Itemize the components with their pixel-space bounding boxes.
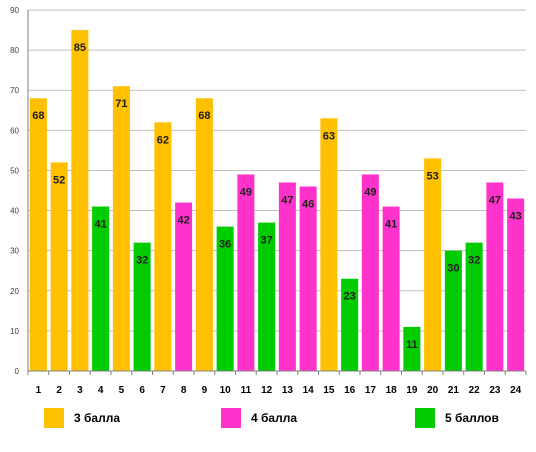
bar: [112, 86, 130, 371]
legend-item-3: 3 балла: [44, 408, 120, 428]
legend-label-4: 4 балла: [251, 411, 298, 425]
bar: [465, 242, 483, 371]
legend-item-5: 5 баллов: [415, 408, 499, 428]
data-label: 47: [489, 194, 501, 206]
data-label: 85: [74, 42, 86, 54]
bar: [382, 206, 400, 371]
bar: [154, 122, 172, 371]
data-label: 36: [219, 239, 231, 251]
bars: [29, 30, 525, 372]
bar: [361, 174, 379, 371]
data-label: 32: [468, 255, 480, 267]
x-tick-label: 14: [303, 385, 315, 396]
y-tick-label: 80: [10, 46, 19, 55]
y-axis: 0 10 20 30 40 50 60 70 80 90: [10, 6, 29, 376]
data-label: 43: [510, 211, 522, 223]
x-tick-label: 3: [77, 385, 83, 396]
legend-swatch-3: [44, 408, 64, 428]
x-axis: 1 2 3 4 5 6 7 8 9 10 11 12 13 14 15 16 17 18 19 20 21 22 23 24: [27, 370, 527, 396]
bar: [92, 206, 110, 371]
x-tick-label: 15: [323, 385, 335, 396]
y-tick-label: 30: [10, 247, 19, 256]
data-labels: 68 52 85 41 71 32 62 42 68 36 49 37 47 46 63 23 49 41 11 53…: [32, 42, 522, 351]
x-tick-label: 11: [241, 385, 252, 396]
x-tick-label: 13: [282, 385, 294, 396]
x-tick-label: 12: [261, 385, 273, 396]
legend-item-4: 4 балла: [221, 408, 297, 428]
data-label: 37: [261, 235, 273, 247]
x-tick-label: 16: [344, 385, 356, 396]
x-tick-label: 23: [489, 385, 501, 396]
x-tick-label: 18: [386, 385, 398, 396]
data-label: 30: [447, 263, 459, 275]
x-tick-label: 24: [510, 385, 522, 396]
data-label: 47: [281, 194, 293, 206]
bar: [71, 30, 89, 372]
bar: [507, 198, 525, 371]
bar: [50, 162, 68, 371]
bar: [29, 98, 47, 371]
bar: [175, 202, 193, 371]
x-tick-label: 6: [139, 385, 145, 396]
bar: [258, 222, 276, 371]
bar: [299, 186, 317, 371]
data-label: 49: [240, 186, 252, 198]
y-tick-label: 0: [15, 367, 20, 376]
x-tick-label: 10: [220, 385, 232, 396]
bar: [486, 182, 504, 371]
grid-lines: [28, 9, 526, 332]
data-label: 71: [115, 98, 127, 110]
bar: [341, 278, 359, 371]
bar: [444, 250, 462, 371]
x-tick-label: 1: [36, 385, 42, 396]
x-tick-label: 19: [406, 385, 418, 396]
legend-swatch-5: [415, 408, 435, 428]
legend-swatch-4: [221, 408, 241, 428]
x-tick-label: 4: [98, 385, 104, 396]
data-label: 41: [385, 219, 397, 231]
bar: [403, 326, 421, 371]
data-label: 52: [53, 174, 65, 186]
data-label: 46: [302, 198, 314, 210]
data-label: 11: [406, 339, 418, 351]
y-tick-label: 40: [10, 207, 19, 216]
data-label: 68: [198, 110, 210, 122]
data-label: 32: [136, 255, 148, 267]
x-tick-label: 5: [119, 385, 125, 396]
data-label: 23: [344, 291, 356, 303]
x-tick-label: 21: [448, 385, 460, 396]
y-tick-label: 20: [10, 287, 19, 296]
bar: [424, 158, 442, 371]
x-tick-label: 2: [56, 385, 62, 396]
x-tick-label: 20: [427, 385, 439, 396]
data-label: 41: [95, 219, 107, 231]
bar: [237, 174, 255, 371]
x-tick-label: 22: [469, 385, 481, 396]
x-tick-label: 7: [160, 385, 166, 396]
y-tick-label: 60: [10, 126, 19, 135]
data-label: 63: [323, 130, 335, 142]
legend-label-3: 3 балла: [74, 411, 121, 425]
bar: [278, 182, 296, 371]
y-tick-label: 70: [10, 86, 19, 95]
data-label: 62: [157, 134, 169, 146]
y-tick-label: 50: [10, 166, 19, 175]
legend-label-5: 5 баллов: [445, 411, 499, 425]
bar: [195, 98, 213, 371]
bar: [320, 118, 338, 371]
x-tick-label: 17: [365, 385, 377, 396]
data-label: 68: [32, 110, 44, 122]
y-tick-label: 10: [10, 327, 19, 336]
data-label: 49: [364, 186, 376, 198]
x-tick-label: 9: [202, 385, 208, 396]
data-label: 53: [427, 170, 439, 182]
y-tick-label: 90: [10, 6, 19, 15]
data-label: 42: [178, 215, 190, 227]
bar: [216, 226, 234, 371]
x-tick-label: 8: [181, 385, 187, 396]
bar: [133, 242, 151, 371]
